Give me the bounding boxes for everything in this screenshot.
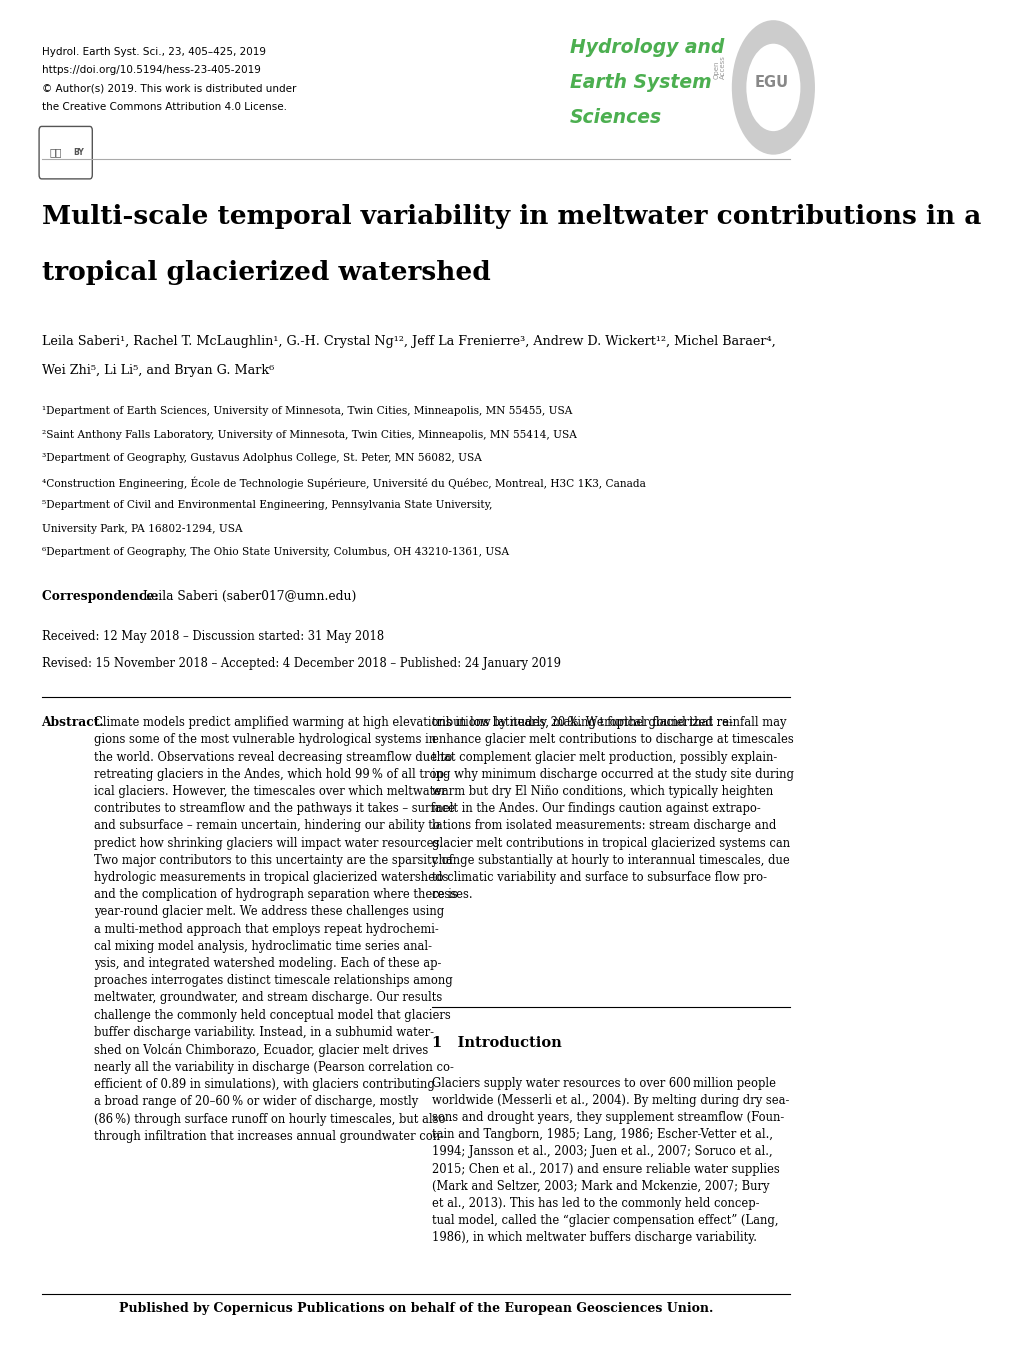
Text: ²Saint Anthony Falls Laboratory, University of Minnesota, Twin Cities, Minneapol: ²Saint Anthony Falls Laboratory, Univers… — [42, 430, 576, 440]
Text: Leila Saberi (saber017@umn.edu): Leila Saberi (saber017@umn.edu) — [143, 590, 356, 603]
Text: ³Department of Geography, Gustavus Adolphus College, St. Peter, MN 56082, USA: ³Department of Geography, Gustavus Adolp… — [42, 453, 481, 463]
Text: Ⓒⓑ: Ⓒⓑ — [50, 148, 62, 157]
Text: Wei Zhi⁵, Li Li⁵, and Bryan G. Mark⁶: Wei Zhi⁵, Li Li⁵, and Bryan G. Mark⁶ — [42, 364, 273, 378]
Text: Climate models predict amplified warming at high elevations in low latitudes, ma: Climate models predict amplified warming… — [94, 717, 732, 1143]
Text: tropical glacierized watershed: tropical glacierized watershed — [42, 260, 490, 285]
Text: https://doi.org/10.5194/hess-23-405-2019: https://doi.org/10.5194/hess-23-405-2019 — [42, 66, 260, 75]
Text: ¹Department of Earth Sciences, University of Minnesota, Twin Cities, Minneapolis: ¹Department of Earth Sciences, Universit… — [42, 406, 572, 416]
Text: Earth System: Earth System — [569, 73, 710, 91]
Text: Open
Access: Open Access — [713, 55, 726, 79]
Text: Received: 12 May 2018 – Discussion started: 31 May 2018: Received: 12 May 2018 – Discussion start… — [42, 631, 383, 643]
Text: tributions by nearly 20 %. We further found that rainfall may
enhance glacier me: tributions by nearly 20 %. We further fo… — [431, 717, 793, 901]
Text: 1   Introduction: 1 Introduction — [431, 1037, 560, 1050]
Text: Abstract.: Abstract. — [42, 717, 104, 729]
Text: Multi-scale temporal variability in meltwater contributions in a: Multi-scale temporal variability in melt… — [42, 204, 980, 230]
Wedge shape — [731, 20, 814, 155]
Text: the Creative Commons Attribution 4.0 License.: the Creative Commons Attribution 4.0 Lic… — [42, 102, 286, 112]
Text: Sciences: Sciences — [569, 108, 661, 126]
Text: Glaciers supply water resources to over 600 million people
worldwide (Messerli e: Glaciers supply water resources to over … — [431, 1077, 789, 1244]
Text: Leila Saberi¹, Rachel T. McLaughlin¹, G.-H. Crystal Ng¹², Jeff La Frenierre³, An: Leila Saberi¹, Rachel T. McLaughlin¹, G.… — [42, 335, 774, 348]
Text: Revised: 15 November 2018 – Accepted: 4 December 2018 – Published: 24 January 20: Revised: 15 November 2018 – Accepted: 4 … — [42, 658, 560, 670]
Text: EGU: EGU — [754, 74, 788, 90]
Text: Hydrology and: Hydrology and — [569, 38, 723, 56]
Text: Correspondence:: Correspondence: — [42, 590, 162, 603]
Text: Published by Copernicus Publications on behalf of the European Geosciences Union: Published by Copernicus Publications on … — [118, 1302, 712, 1315]
Text: ⁴Construction Engineering, École de Technologie Supérieure, Université du Québec: ⁴Construction Engineering, École de Tech… — [42, 477, 645, 490]
Text: ⁶Department of Geography, The Ohio State University, Columbus, OH 43210-1361, US: ⁶Department of Geography, The Ohio State… — [42, 547, 508, 557]
FancyBboxPatch shape — [39, 126, 92, 179]
Text: Hydrol. Earth Syst. Sci., 23, 405–425, 2019: Hydrol. Earth Syst. Sci., 23, 405–425, 2… — [42, 47, 265, 56]
Text: ⁵Department of Civil and Environmental Engineering, Pennsylvania State Universit: ⁵Department of Civil and Environmental E… — [42, 500, 491, 510]
Text: © Author(s) 2019. This work is distributed under: © Author(s) 2019. This work is distribut… — [42, 83, 296, 93]
Text: BY: BY — [73, 148, 84, 157]
Text: University Park, PA 16802-1294, USA: University Park, PA 16802-1294, USA — [42, 525, 242, 534]
